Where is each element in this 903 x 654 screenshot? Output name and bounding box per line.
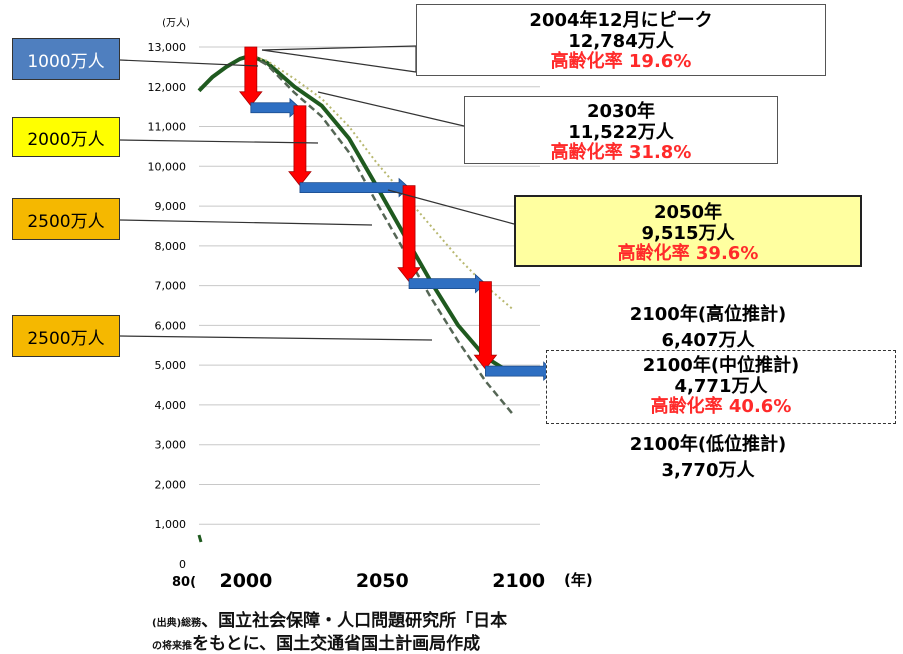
- callout-2050: 2050年 9,515万人 高齢化率 39.6%: [514, 195, 862, 267]
- peak-aging-rate: 高齢化率 19.6%: [550, 51, 692, 73]
- low-estimate-label: 2100年(低位推計) 3,770万人: [538, 430, 878, 482]
- decrease-tag-1000: 1000万人: [12, 38, 120, 80]
- callout-2030: 2030年 11,522万人 高齢化率 31.8%: [464, 96, 778, 164]
- series-line-2: [250, 54, 514, 415]
- tag-leader: [119, 335, 433, 341]
- y-tick-label: 0: [179, 558, 186, 571]
- peak-title: 2004年12月にピーク: [529, 10, 713, 31]
- mid-estimate-callout: 2100年(中位推計) 4,771万人 高齢化率 40.6%: [546, 350, 896, 424]
- callout-2050-leader: [387, 189, 515, 225]
- decrease-arrow: [239, 46, 263, 107]
- x-unit-label: (年): [564, 571, 593, 589]
- low-estimate-title: 2100年(低位推計): [629, 434, 787, 455]
- y-tick-label: 2,000: [155, 478, 187, 491]
- x-tick-label: 2100: [492, 570, 545, 592]
- series-fragment: [197, 534, 203, 543]
- high-estimate-label: 2100年(高位推計) 6,407万人: [538, 300, 878, 352]
- mid-estimate-aging-rate: 高齢化率 40.6%: [650, 396, 792, 418]
- y-tick-label: 9,000: [155, 200, 187, 213]
- callout-2030-population: 11,522万人: [568, 121, 674, 143]
- callout-2030-leader: [317, 91, 465, 127]
- peak-population: 12,784万人: [568, 30, 674, 52]
- callout-2030-title: 2030年: [586, 101, 656, 122]
- tag-leader: [119, 219, 373, 226]
- interval-arrow: [408, 273, 487, 294]
- callout-2050-title: 2050年: [653, 202, 723, 223]
- callout-2050-population: 9,515万人: [641, 222, 735, 244]
- x-left-label: 80(: [172, 575, 196, 590]
- y-tick-label: 12,000: [148, 81, 187, 94]
- y-unit-label: (万人): [162, 17, 190, 29]
- source-prefix-1: (出典)総務: [152, 618, 202, 629]
- interval-arrow: [299, 177, 410, 198]
- peak-callout: 2004年12月にピーク 12,784万人 高齢化率 19.6%: [416, 4, 826, 76]
- tag-leader: [119, 139, 319, 144]
- high-estimate-population: 6,407万人: [661, 330, 755, 351]
- y-tick-label: 6,000: [155, 319, 187, 332]
- source-note: (出典)総務、国立社会保障・人口問題研究所「日本 の将来推をもとに、国土交通省国…: [152, 606, 852, 654]
- callout-2030-aging-rate: 高齢化率 31.8%: [550, 142, 692, 164]
- tag-leader: [119, 59, 259, 67]
- low-estimate-population: 3,770万人: [661, 460, 755, 481]
- y-tick-label: 8,000: [155, 240, 187, 253]
- y-tick-labels: 0 1,000 2,000 3,000 4,000 5,000 6,000 7,000 8,00…: [148, 41, 187, 571]
- y-tick-label: 1,000: [155, 518, 187, 531]
- decrease-tag-2500-a: 2500万人: [12, 198, 120, 240]
- peak-leader: [261, 45, 417, 51]
- x-tick-label: 2050: [356, 570, 409, 592]
- callout-2050-aging-rate: 高齢化率 39.6%: [617, 243, 759, 265]
- source-prefix-2: の将来推: [152, 641, 192, 652]
- decrease-arrow: [473, 281, 498, 370]
- source-line-2: をもとに、国土交通省国土計画局作成: [192, 634, 481, 654]
- decrease-tag-2000: 2000万人: [12, 117, 120, 157]
- decrease-arrow: [397, 185, 421, 283]
- decrease-tag-2500-b: 2500万人: [12, 315, 120, 357]
- source-line-1: 、国立社会保障・人口問題研究所「日本: [201, 611, 508, 631]
- decrease-arrow: [288, 105, 312, 187]
- y-tick-label: 7,000: [155, 280, 187, 293]
- y-tick-label: 5,000: [155, 359, 187, 372]
- x-tick-labels: 2000 2050 2100: [219, 570, 545, 592]
- y-tick-label: 4,000: [155, 399, 187, 412]
- mid-estimate-title: 2100年(中位推計): [642, 355, 800, 376]
- y-tick-label: 11,000: [148, 121, 187, 134]
- interval-arrow: [250, 97, 301, 118]
- series-line-1: [250, 54, 514, 310]
- x-tick-label: 2000: [219, 570, 272, 592]
- mid-estimate-population: 4,771万人: [674, 375, 768, 397]
- y-tick-label: 3,000: [155, 439, 187, 452]
- y-tick-label: 13,000: [148, 41, 187, 54]
- high-estimate-title: 2100年(高位推計): [629, 304, 787, 325]
- y-tick-label: 10,000: [148, 160, 187, 173]
